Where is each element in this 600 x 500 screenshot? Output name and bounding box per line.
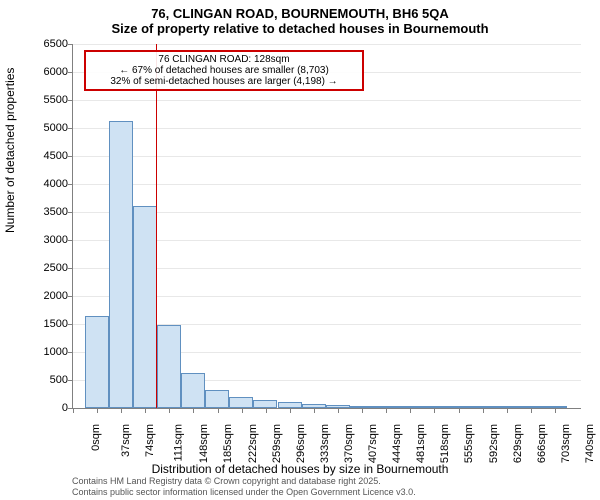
attribution-line-2: Contains public sector information licen…	[72, 487, 416, 498]
gridline	[73, 44, 581, 45]
reference-annotation: 76 CLINGAN ROAD: 128sqm← 67% of detached…	[84, 50, 364, 91]
xtick-mark	[386, 408, 387, 413]
ytick-mark	[68, 44, 73, 45]
histogram-bar	[109, 121, 133, 408]
ytick-label: 4000	[44, 178, 68, 190]
xtick-label: 592sqm	[488, 424, 500, 463]
x-axis-label: Distribution of detached houses by size …	[0, 462, 600, 476]
xtick-label: 740sqm	[584, 424, 596, 463]
xtick-label: 37sqm	[120, 424, 132, 457]
xtick-mark	[410, 408, 411, 413]
xtick-label: 259sqm	[271, 424, 283, 463]
annotation-line: ← 67% of detached houses are smaller (8,…	[92, 65, 356, 76]
chart-title-sub: Size of property relative to detached ho…	[0, 21, 600, 40]
ytick-label: 3500	[44, 206, 68, 218]
property-size-histogram: 76, CLINGAN ROAD, BOURNEMOUTH, BH6 5QA S…	[0, 0, 600, 500]
xtick-mark	[531, 408, 532, 413]
histogram-bar	[205, 390, 229, 408]
ytick-mark	[68, 352, 73, 353]
histogram-bar	[133, 206, 157, 408]
attribution-line-1: Contains HM Land Registry data © Crown c…	[72, 476, 416, 487]
ytick-mark	[68, 212, 73, 213]
xtick-mark	[338, 408, 339, 413]
xtick-mark	[121, 408, 122, 413]
xtick-label: 333sqm	[319, 424, 331, 463]
xtick-label: 629sqm	[512, 424, 524, 463]
gridline	[73, 100, 581, 101]
xtick-label: 555sqm	[464, 424, 476, 463]
ytick-label: 500	[50, 374, 68, 386]
reference-line	[156, 44, 157, 408]
y-axis-label: Number of detached properties	[3, 68, 17, 233]
ytick-label: 3000	[44, 234, 68, 246]
ytick-mark	[68, 100, 73, 101]
ytick-mark	[68, 296, 73, 297]
histogram-bar	[253, 400, 277, 408]
xtick-mark	[169, 408, 170, 413]
plot-area	[72, 44, 581, 409]
ytick-label: 5000	[44, 122, 68, 134]
ytick-label: 0	[62, 402, 68, 414]
xtick-mark	[193, 408, 194, 413]
xtick-label: 518sqm	[440, 424, 452, 463]
xtick-label: 666sqm	[536, 424, 548, 463]
ytick-mark	[68, 156, 73, 157]
ytick-mark	[68, 324, 73, 325]
xtick-mark	[362, 408, 363, 413]
xtick-label: 74sqm	[144, 424, 156, 457]
xtick-label: 111sqm	[173, 424, 185, 462]
ytick-mark	[68, 184, 73, 185]
xtick-mark	[483, 408, 484, 413]
xtick-label: 0sqm	[90, 424, 102, 451]
ytick-mark	[68, 240, 73, 241]
gridline	[73, 128, 581, 129]
xtick-label: 444sqm	[391, 424, 403, 463]
xtick-label: 481sqm	[415, 424, 427, 463]
chart-title-main: 76, CLINGAN ROAD, BOURNEMOUTH, BH6 5QA	[0, 0, 600, 21]
xtick-label: 703sqm	[560, 424, 572, 463]
ytick-label: 1500	[44, 318, 68, 330]
ytick-label: 6500	[44, 38, 68, 50]
ytick-label: 6000	[44, 66, 68, 78]
ytick-mark	[68, 128, 73, 129]
ytick-label: 2500	[44, 262, 68, 274]
histogram-bar	[181, 373, 205, 408]
histogram-bar	[85, 316, 109, 408]
ytick-mark	[68, 72, 73, 73]
annotation-line: 76 CLINGAN ROAD: 128sqm	[92, 54, 356, 65]
attribution-text: Contains HM Land Registry data © Crown c…	[72, 476, 416, 498]
xtick-mark	[242, 408, 243, 413]
xtick-mark	[97, 408, 98, 413]
xtick-mark	[459, 408, 460, 413]
xtick-mark	[434, 408, 435, 413]
ytick-mark	[68, 268, 73, 269]
xtick-label: 370sqm	[343, 424, 355, 463]
annotation-line: 32% of semi-detached houses are larger (…	[92, 76, 356, 87]
xtick-label: 222sqm	[247, 424, 259, 463]
xtick-label: 407sqm	[367, 424, 379, 463]
ytick-label: 1000	[44, 346, 68, 358]
histogram-bar	[229, 397, 253, 408]
xtick-mark	[314, 408, 315, 413]
xtick-mark	[290, 408, 291, 413]
ytick-mark	[68, 380, 73, 381]
gridline	[73, 156, 581, 157]
xtick-mark	[266, 408, 267, 413]
xtick-mark	[73, 408, 74, 413]
ytick-label: 5500	[44, 94, 68, 106]
gridline	[73, 184, 581, 185]
xtick-mark	[145, 408, 146, 413]
xtick-mark	[507, 408, 508, 413]
xtick-mark	[555, 408, 556, 413]
histogram-bar	[157, 325, 181, 408]
xtick-mark	[218, 408, 219, 413]
xtick-label: 296sqm	[295, 424, 307, 463]
ytick-label: 2000	[44, 290, 68, 302]
xtick-label: 185sqm	[223, 424, 235, 463]
xtick-label: 148sqm	[199, 424, 211, 463]
ytick-label: 4500	[44, 150, 68, 162]
